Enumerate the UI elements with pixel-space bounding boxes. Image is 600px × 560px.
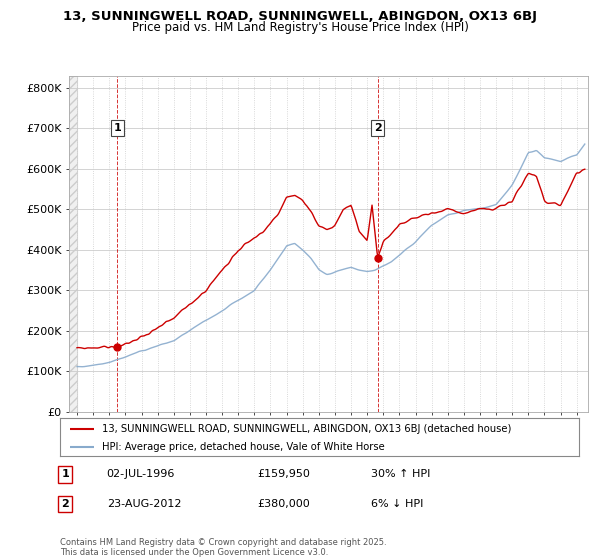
- Text: 2: 2: [374, 123, 382, 133]
- Text: £159,950: £159,950: [257, 469, 310, 479]
- Text: 1: 1: [113, 123, 121, 133]
- Text: 2: 2: [61, 499, 69, 509]
- Text: 6% ↓ HPI: 6% ↓ HPI: [371, 499, 424, 509]
- Text: HPI: Average price, detached house, Vale of White Horse: HPI: Average price, detached house, Vale…: [101, 442, 384, 452]
- Text: Contains HM Land Registry data © Crown copyright and database right 2025.
This d: Contains HM Land Registry data © Crown c…: [60, 538, 386, 557]
- Text: 30% ↑ HPI: 30% ↑ HPI: [371, 469, 431, 479]
- Text: 02-JUL-1996: 02-JUL-1996: [107, 469, 175, 479]
- Text: 13, SUNNINGWELL ROAD, SUNNINGWELL, ABINGDON, OX13 6BJ (detached house): 13, SUNNINGWELL ROAD, SUNNINGWELL, ABING…: [101, 424, 511, 434]
- Text: 23-AUG-2012: 23-AUG-2012: [107, 499, 181, 509]
- Text: 13, SUNNINGWELL ROAD, SUNNINGWELL, ABINGDON, OX13 6BJ: 13, SUNNINGWELL ROAD, SUNNINGWELL, ABING…: [63, 10, 537, 23]
- Text: Price paid vs. HM Land Registry's House Price Index (HPI): Price paid vs. HM Land Registry's House …: [131, 21, 469, 34]
- Text: £380,000: £380,000: [257, 499, 310, 509]
- Text: 1: 1: [61, 469, 69, 479]
